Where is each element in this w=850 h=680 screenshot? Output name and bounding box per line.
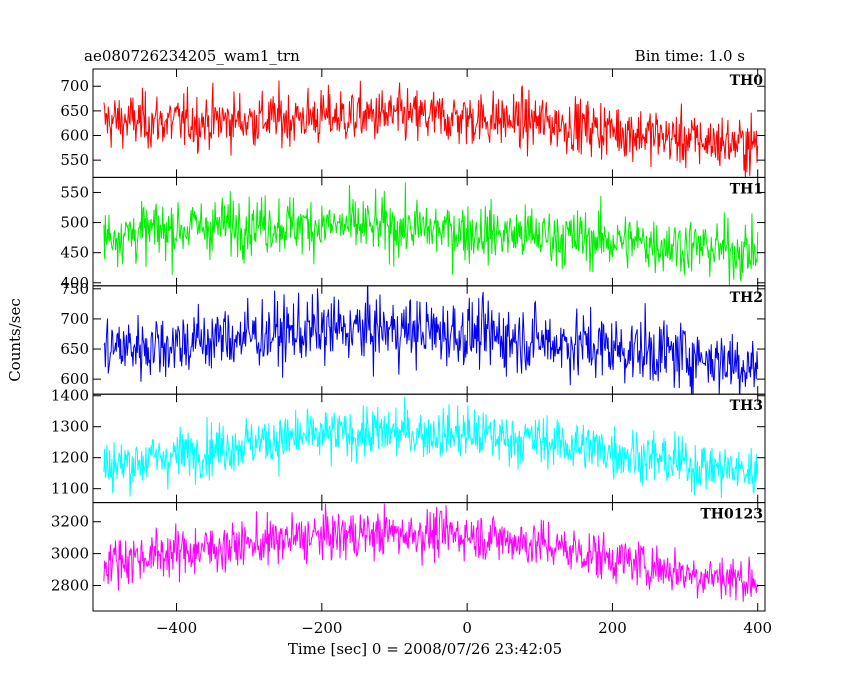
panel-th3: 1100 1200 1300 1400 TH3 (51, 387, 766, 504)
y-tick-label: 700 (60, 310, 89, 328)
panel-th0: 550 600 650 700 TH0 (60, 68, 766, 178)
y-tick-label: 450 (60, 244, 89, 262)
y-axis-label: Counts/sec (6, 298, 24, 382)
series-line-th1 (103, 182, 759, 286)
y-tick-label: 750 (60, 280, 89, 298)
panel-th2: 600 650 700 750 TH2 (60, 280, 766, 395)
y-tick-label: 650 (60, 340, 89, 358)
panel-th1: 400 450 500 550 TH1 (60, 176, 766, 292)
panel-label-th3: TH3 (730, 398, 763, 414)
y-tick-label: 550 (60, 183, 89, 201)
series-line-th0123 (103, 503, 759, 602)
series-line-th0 (103, 80, 759, 178)
x-tick-label: 400 (743, 619, 772, 637)
y-tick-label: 700 (60, 77, 89, 95)
y-tick-label: 600 (60, 370, 89, 388)
panel-label-th0123: TH0123 (700, 507, 763, 523)
bin-time-label: Bin time: 1.0 s (635, 47, 745, 65)
y-tick-label: 3200 (51, 513, 89, 531)
y-tick-label: 1200 (51, 449, 89, 467)
x-tick-labels: −400 −200 0 200 400 (156, 619, 772, 637)
panel-frame (92, 502, 766, 612)
y-tick-label: 1400 (51, 387, 89, 405)
chart-title: ae080726234205_wam1_trn (84, 47, 300, 65)
y-tick-label: 1100 (51, 480, 89, 498)
panels: 550 600 650 700 TH0 400 450 500 550 TH1 600 650 700 7… (51, 68, 766, 612)
x-tick-label: 200 (598, 619, 627, 637)
x-tick-label: 0 (462, 619, 472, 637)
panel-label-th0: TH0 (730, 73, 764, 89)
y-tick-label: 650 (60, 102, 89, 120)
y-tick-label: 600 (60, 127, 89, 145)
panel-label-th1: TH1 (730, 181, 763, 197)
panel-frame (92, 68, 766, 178)
y-tick-label: 550 (60, 151, 89, 169)
x-tick-label: −400 (156, 619, 197, 637)
y-tick-label: 1300 (51, 418, 89, 436)
series-line-th2 (103, 285, 759, 395)
y-tick-label: 2800 (51, 576, 89, 594)
panel-th0123: 2800 3000 3200 TH0123 (51, 502, 766, 612)
panel-label-th2: TH2 (730, 290, 763, 306)
y-tick-label: 500 (60, 214, 89, 232)
y-tick-label: 3000 (51, 545, 89, 563)
y-tick-label: 400 (60, 274, 89, 292)
series-line-th3 (103, 396, 759, 498)
x-axis-label: Time [sec] 0 = 2008/07/26 23:42:05 (288, 640, 562, 658)
x-tick-label: −200 (301, 619, 342, 637)
